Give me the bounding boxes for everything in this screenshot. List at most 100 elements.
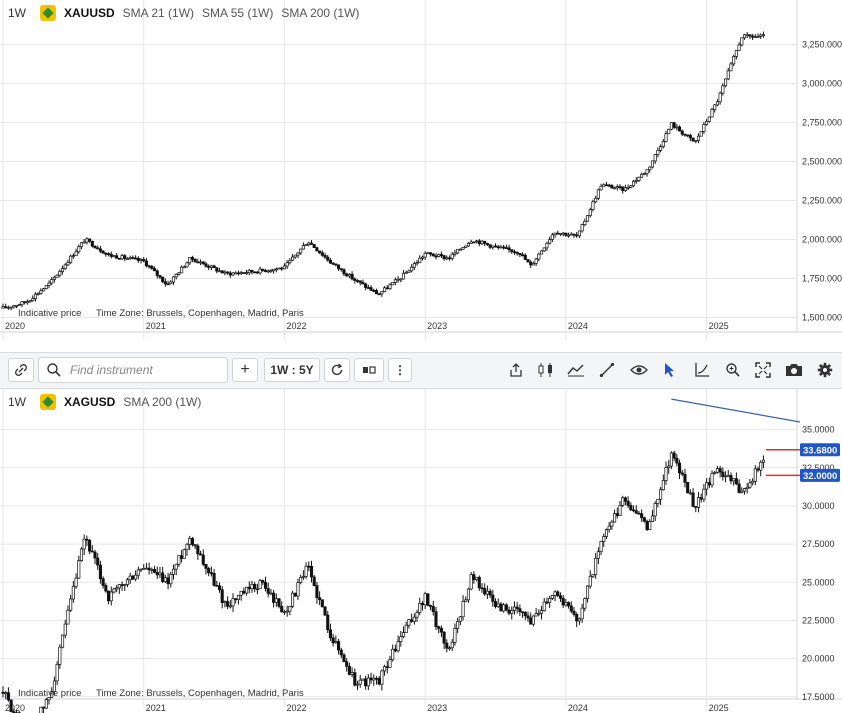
candles-group [1,31,765,311]
candle-body [656,498,660,504]
chart-footer-note: Indicative price Time Zone: Brussels, Co… [18,308,304,319]
candle-body [740,490,744,493]
candle-body [158,572,162,576]
candle-body [377,293,381,296]
time-tick-label: 2020 [5,703,25,713]
fullscreen-button[interactable] [750,358,776,382]
candle-body [453,252,457,255]
candle-body [366,287,370,289]
candle-body [464,245,468,248]
candle-body [342,269,346,275]
candle-body [199,261,203,264]
candle-body [380,291,384,295]
indicator-label[interactable]: SMA 200 (1W) [281,6,360,20]
candle-body [147,265,151,268]
candle-body [585,585,590,599]
candle-body [9,699,13,712]
candle-body [748,482,752,488]
candle-body [261,268,265,271]
candle-body [556,232,560,235]
candle-body [534,613,538,617]
candle-body [63,264,67,269]
candle-body [537,253,541,260]
indicator-label[interactable]: SMA 200 (1W) [123,395,202,409]
candle-body [44,284,48,289]
candle-body [626,500,630,506]
link-button[interactable] [8,358,34,382]
candle-body [515,606,519,610]
candle-body [677,462,682,474]
candle-body [385,666,389,669]
cursor-button[interactable] [657,358,683,382]
refresh-button[interactable] [324,358,350,382]
candle-body [42,288,46,292]
add-button[interactable]: + [232,358,258,382]
search-input-box[interactable] [38,357,228,383]
candle-body [691,492,695,507]
candle-body [504,247,508,249]
candle-body [90,550,94,553]
gold-chart-canvas[interactable]: 1,500.000 1,750.000 2,000.000 2,250.000 2,50… [0,0,842,345]
candle-body [4,692,8,694]
candle-body [642,517,646,522]
indicator-label[interactable]: SMA 55 (1W) [202,6,274,20]
candle-body [726,70,730,80]
candle-body [123,255,127,259]
search-input[interactable] [68,362,222,378]
candle-body [672,122,676,128]
zoom-button[interactable] [720,358,746,382]
candle-body [74,251,78,257]
indicators-button[interactable] [563,358,589,382]
screenshot-button[interactable] [781,358,807,382]
candle-body [171,568,176,575]
candle-body [664,133,668,142]
gold-chart-panel[interactable]: 1,500.000 1,750.000 2,000.000 2,250.000 2,50… [0,0,842,345]
candle-body [161,572,165,582]
candle-body [604,184,609,187]
candle-body [282,611,286,613]
timeframe-selector[interactable]: 1W : 5Y [264,358,320,382]
candle-body [136,569,140,576]
candle-body [477,576,481,589]
candle-body [312,244,316,249]
candle-body [713,472,717,474]
candle-body [567,602,571,607]
candle-body [640,173,644,178]
settings-button[interactable] [812,358,838,382]
candle-body [707,116,711,122]
candle-body [239,272,243,274]
indicators-icon [567,364,584,377]
silver-chart-panel[interactable]: 17.5000 20.0000 22.5000 25.0000 27.5000 30.00… [0,389,842,713]
candle-body [226,271,230,274]
candle-body [274,268,278,271]
indicator-label[interactable]: SMA 21 (1W) [122,6,195,20]
candle-body [548,598,552,603]
candle-body [152,568,157,573]
candle-body [117,584,121,589]
candle-body [255,588,259,591]
zoom-icon [726,363,740,377]
visibility-button[interactable] [626,358,652,382]
candle-body [69,255,73,263]
candle-body [469,241,473,244]
candle-body [502,246,506,249]
candle-body [518,608,522,613]
candle-body [90,240,94,247]
chart-type-button[interactable] [354,358,384,382]
candle-body [434,611,438,627]
candles-button[interactable] [533,358,559,382]
share-button[interactable] [503,358,529,382]
candle-body [106,590,111,602]
trend-button[interactable] [689,358,715,382]
candle-body [723,78,728,87]
candle-body [491,245,495,248]
trendline[interactable] [671,398,801,423]
candle-body [204,563,208,569]
candle-body [629,505,633,511]
silver-chart-canvas[interactable]: 17.5000 20.0000 22.5000 25.0000 27.5000 30.00… [0,389,842,713]
candle-body [185,543,189,550]
draw-line-button[interactable] [594,358,620,382]
candle-body [347,274,351,277]
candle-body [150,265,154,269]
more-options-button[interactable]: ⋮ [388,358,412,382]
